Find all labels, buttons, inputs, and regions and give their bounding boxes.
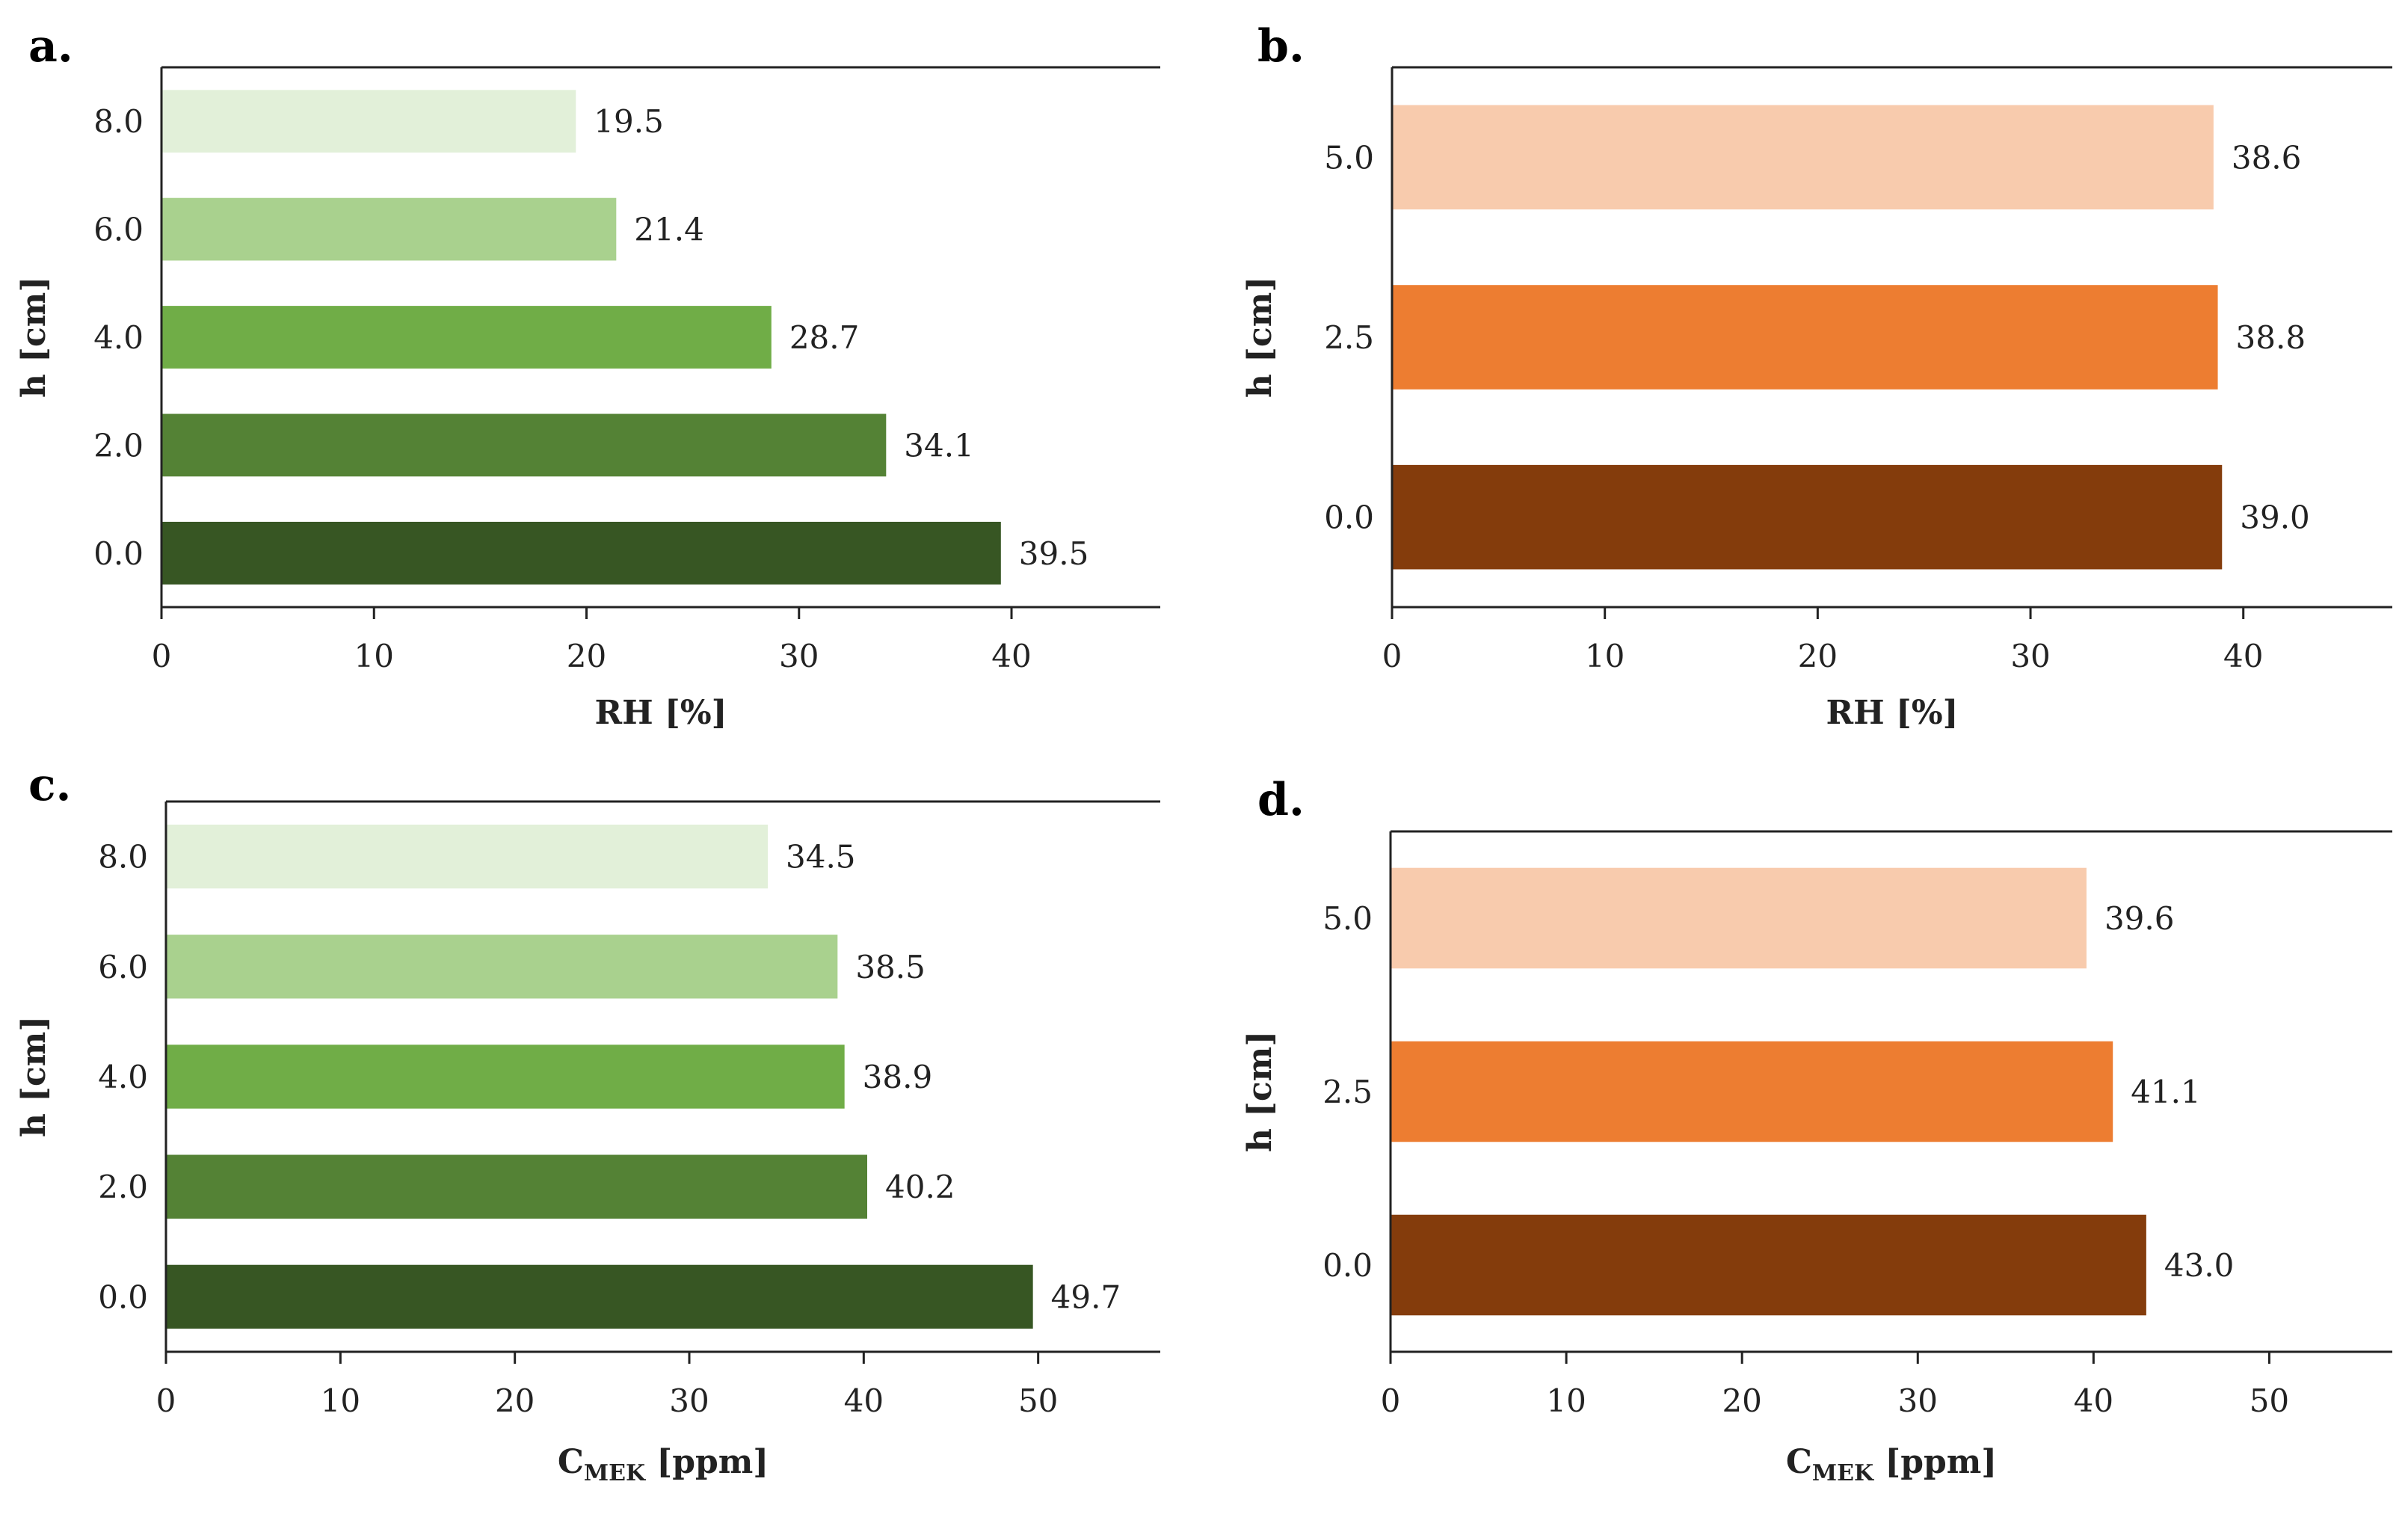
- y-tick-label: 0.0: [1322, 1247, 1373, 1284]
- y-tick-label: 2.5: [1324, 319, 1374, 356]
- bar-0.0: [1392, 464, 2223, 570]
- bar-4.0: [166, 1044, 845, 1109]
- x-tick-label: 20: [1798, 638, 1838, 674]
- y-tick-label: 4.0: [98, 1059, 148, 1095]
- x-tick-label: 50: [1018, 1382, 1058, 1419]
- x-tick-label: 20: [495, 1382, 535, 1419]
- bar-8.0: [161, 90, 576, 153]
- panel-label: b.: [1257, 20, 1305, 73]
- x-tick-label: 10: [321, 1382, 360, 1419]
- value-label: 21.4: [634, 212, 704, 248]
- bar-5.0: [1391, 867, 2087, 969]
- value-label: 19.5: [594, 103, 664, 140]
- value-label: 41.1: [2131, 1074, 2201, 1110]
- bar-0.0: [166, 1264, 1033, 1329]
- x-tick-label: 30: [1898, 1382, 1938, 1419]
- bar-0.0: [161, 521, 1001, 585]
- x-tick-label: 20: [1722, 1382, 1761, 1419]
- x-axis-title: RH [%]: [1826, 694, 1959, 732]
- bar-6.0: [161, 197, 617, 261]
- x-tick-label: 0: [156, 1382, 176, 1419]
- y-tick-label: 5.0: [1322, 900, 1373, 937]
- panel-a: a. 19.5 8.0 21.4 6.0 28.7 4.0 34.1 2.0 39.5 0.0 0 10…: [15, 20, 1160, 732]
- value-label: 38.5: [855, 949, 926, 985]
- y-tick-label: 8.0: [93, 103, 144, 140]
- x-axis-title: RH [%]: [595, 694, 727, 732]
- y-axis-title: h [cm]: [15, 277, 53, 398]
- panel-c: c. 34.5 8.0 38.5 6.0 38.9 4.0 40.2 2.0 49.7 0.0 0 10…: [15, 759, 1160, 1486]
- x-tick-label: 40: [991, 638, 1031, 674]
- y-tick-label: 0.0: [98, 1279, 148, 1315]
- value-label: 34.1: [904, 427, 974, 464]
- value-label: 43.0: [2164, 1247, 2235, 1284]
- y-tick-label: 6.0: [93, 212, 144, 248]
- x-tick-label: 0: [1381, 1382, 1401, 1419]
- y-tick-label: 0.0: [93, 535, 144, 572]
- value-label: 28.7: [789, 319, 860, 356]
- y-tick-label: 6.0: [98, 949, 148, 985]
- x-tick-label: 30: [779, 638, 819, 674]
- y-tick-label: 8.0: [98, 839, 148, 876]
- bar-5.0: [1392, 105, 2214, 210]
- y-tick-label: 5.0: [1324, 139, 1374, 176]
- x-tick-label: 30: [2010, 638, 2050, 674]
- x-tick-label: 40: [2223, 638, 2263, 674]
- value-label: 34.5: [786, 839, 856, 876]
- panel-label: c.: [28, 759, 71, 811]
- y-axis-title: h [cm]: [15, 1016, 53, 1137]
- y-axis-title: h [cm]: [1241, 1031, 1279, 1152]
- value-label: 40.2: [885, 1169, 955, 1205]
- y-tick-label: 2.5: [1322, 1074, 1373, 1110]
- bar-2.5: [1391, 1041, 2113, 1142]
- bar-8.0: [166, 824, 768, 889]
- x-tick-label: 10: [1546, 1382, 1586, 1419]
- bar-2.5: [1392, 285, 2218, 390]
- y-tick-label: 4.0: [93, 319, 144, 356]
- value-label: 39.5: [1019, 535, 1089, 572]
- panel-b: b. 38.6 5.0 38.8 2.5 39.0 0.0 0 10 20 30 40 RH [%] h …: [1241, 20, 2392, 732]
- y-axis-title: h [cm]: [1241, 277, 1279, 398]
- x-tick-label: 0: [152, 638, 172, 674]
- value-label: 39.6: [2104, 900, 2175, 937]
- panel-label: a.: [28, 20, 73, 73]
- bar-2.0: [161, 413, 887, 477]
- value-label: 39.0: [2240, 499, 2310, 536]
- y-tick-label: 2.0: [98, 1169, 148, 1205]
- x-tick-label: 30: [669, 1382, 709, 1419]
- x-axis-title: CMEK [ppm]: [558, 1443, 769, 1486]
- x-tick-label: 20: [567, 638, 606, 674]
- bar-6.0: [166, 935, 838, 999]
- x-axis-title: CMEK [ppm]: [1786, 1443, 1997, 1486]
- x-tick-label: 40: [2074, 1382, 2113, 1419]
- panel-d: d. 39.6 5.0 41.1 2.5 43.0 0.0 0 10 20 30 40 50 CMEK […: [1241, 774, 2392, 1486]
- x-tick-label: 40: [844, 1382, 884, 1419]
- x-tick-label: 50: [2250, 1382, 2289, 1419]
- value-label: 38.6: [2232, 139, 2302, 176]
- bar-4.0: [161, 306, 772, 369]
- y-tick-label: 2.0: [93, 427, 144, 464]
- bar-2.0: [166, 1154, 867, 1219]
- bar-0.0: [1391, 1214, 2146, 1316]
- x-tick-label: 10: [1585, 638, 1625, 674]
- y-tick-label: 0.0: [1324, 499, 1374, 536]
- x-tick-label: 0: [1382, 638, 1402, 674]
- panel-label: d.: [1257, 774, 1305, 826]
- value-label: 38.8: [2236, 319, 2306, 356]
- value-label: 49.7: [1051, 1279, 1121, 1315]
- value-label: 38.9: [863, 1059, 933, 1095]
- x-tick-label: 10: [354, 638, 394, 674]
